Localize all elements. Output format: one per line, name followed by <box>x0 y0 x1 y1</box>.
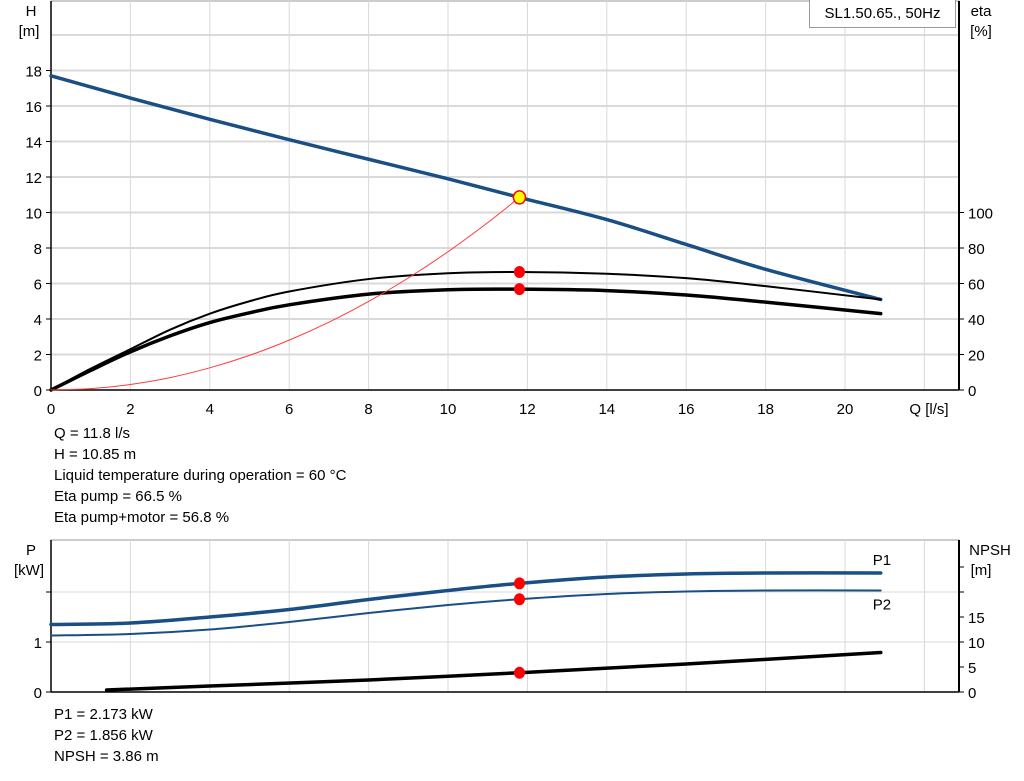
y-left-tick-label: 12 <box>25 170 42 187</box>
y-left-tick-label: 0 <box>34 685 42 702</box>
info-flow: Q = 11.8 l/s <box>54 425 131 442</box>
duty-point-eta-pump-motor <box>513 283 525 296</box>
y-left-axis-title: P <box>26 542 36 559</box>
y-left-axis-unit: [m] <box>19 23 40 40</box>
head-efficiency-panel <box>46 0 964 392</box>
x-tick-label: 16 <box>678 401 695 418</box>
series-npsh <box>104 650 883 692</box>
series-eta-pump <box>50 270 882 391</box>
y-left-axis-unit: [kW] <box>14 562 44 579</box>
duty-point-info-bottom: P1 = 2.173 kW P2 = 1.856 kW NPSH = 3.86 … <box>54 704 159 767</box>
series-p2 <box>50 589 882 637</box>
x-tick-label: 10 <box>440 401 457 418</box>
y-right-tick-label: 10 <box>968 635 985 652</box>
y-right-tick-label: 80 <box>968 241 985 258</box>
y-right-tick-label: 40 <box>968 312 985 329</box>
x-tick-label: 2 <box>126 401 134 418</box>
series-eta-pump-motor <box>49 287 883 392</box>
y-left-tick-label: 0 <box>34 383 42 400</box>
y-left-tick-label: 2 <box>34 348 42 365</box>
y-right-tick-label: 0 <box>968 383 976 400</box>
y-left-tick-label: 6 <box>34 277 42 294</box>
y-right-tick-label: 15 <box>968 610 985 627</box>
series-head <box>49 74 883 302</box>
info-eta-pump-motor: Eta pump+motor = 56.8 % <box>54 509 230 526</box>
x-tick-label: 4 <box>206 401 214 418</box>
x-tick-label: 0 <box>47 401 55 418</box>
pump-model-legend: SL1.50.65., 50Hz <box>809 0 956 28</box>
x-tick-label: 18 <box>757 401 774 418</box>
info-p2: P2 = 1.856 kW <box>54 727 153 744</box>
duty-point-p2 <box>513 593 525 606</box>
x-tick-label: 6 <box>285 401 293 418</box>
info-liquid-temperature: Liquid temperature during operation = 60… <box>54 467 347 484</box>
x-tick-label: 20 <box>837 401 854 418</box>
duty-point-head <box>512 190 527 205</box>
info-eta-pump: Eta pump = 66.5 % <box>54 488 182 505</box>
series-system-curve <box>50 196 520 391</box>
y-left-tick-label: 14 <box>25 135 42 152</box>
y-left-tick-label: 4 <box>34 312 42 329</box>
plot-area <box>50 0 960 391</box>
y-left-axis-title: H <box>26 3 37 20</box>
x-tick-label: 8 <box>364 401 372 418</box>
info-head: H = 10.85 m <box>54 446 137 463</box>
duty-point-eta-pump <box>513 265 525 278</box>
y-left-tick-label: 18 <box>25 64 42 81</box>
y-left-tick-label: 1 <box>34 635 42 652</box>
y-right-tick-label: 100 <box>968 206 993 223</box>
info-p1: P1 = 2.173 kW <box>54 706 153 723</box>
y-right-axis-unit: [m] <box>971 562 992 579</box>
y-right-tick-label: 0 <box>968 685 976 702</box>
y-right-axis-title: eta <box>971 3 993 20</box>
y-right-axis-unit: [%] <box>970 23 992 40</box>
y-left-tick-label: 8 <box>34 241 42 258</box>
duty-point-info-top: Q = 11.8 l/s H = 10.85 m Liquid temperat… <box>54 423 346 528</box>
y-right-tick-label: 60 <box>968 277 985 294</box>
x-tick-label: 12 <box>519 401 536 418</box>
info-npsh: NPSH = 3.86 m <box>54 748 159 765</box>
y-left-tick-label: 16 <box>25 99 42 116</box>
series-label-p1: P1 <box>873 552 891 569</box>
duty-point-p1 <box>513 577 525 590</box>
x-axis-title: Q [l/s] <box>909 401 948 418</box>
y-right-axis-title: NPSH <box>969 542 1011 559</box>
series-p1 <box>49 571 883 627</box>
power-npsh-panel <box>46 539 964 693</box>
series-label-p2: P2 <box>873 597 891 614</box>
y-right-tick-label: 5 <box>968 660 976 677</box>
x-tick-label: 14 <box>598 401 615 418</box>
plot-area <box>50 539 960 693</box>
duty-point-npsh <box>513 666 525 679</box>
y-left-tick-label: 10 <box>25 206 42 223</box>
y-right-tick-label: 20 <box>968 348 985 365</box>
